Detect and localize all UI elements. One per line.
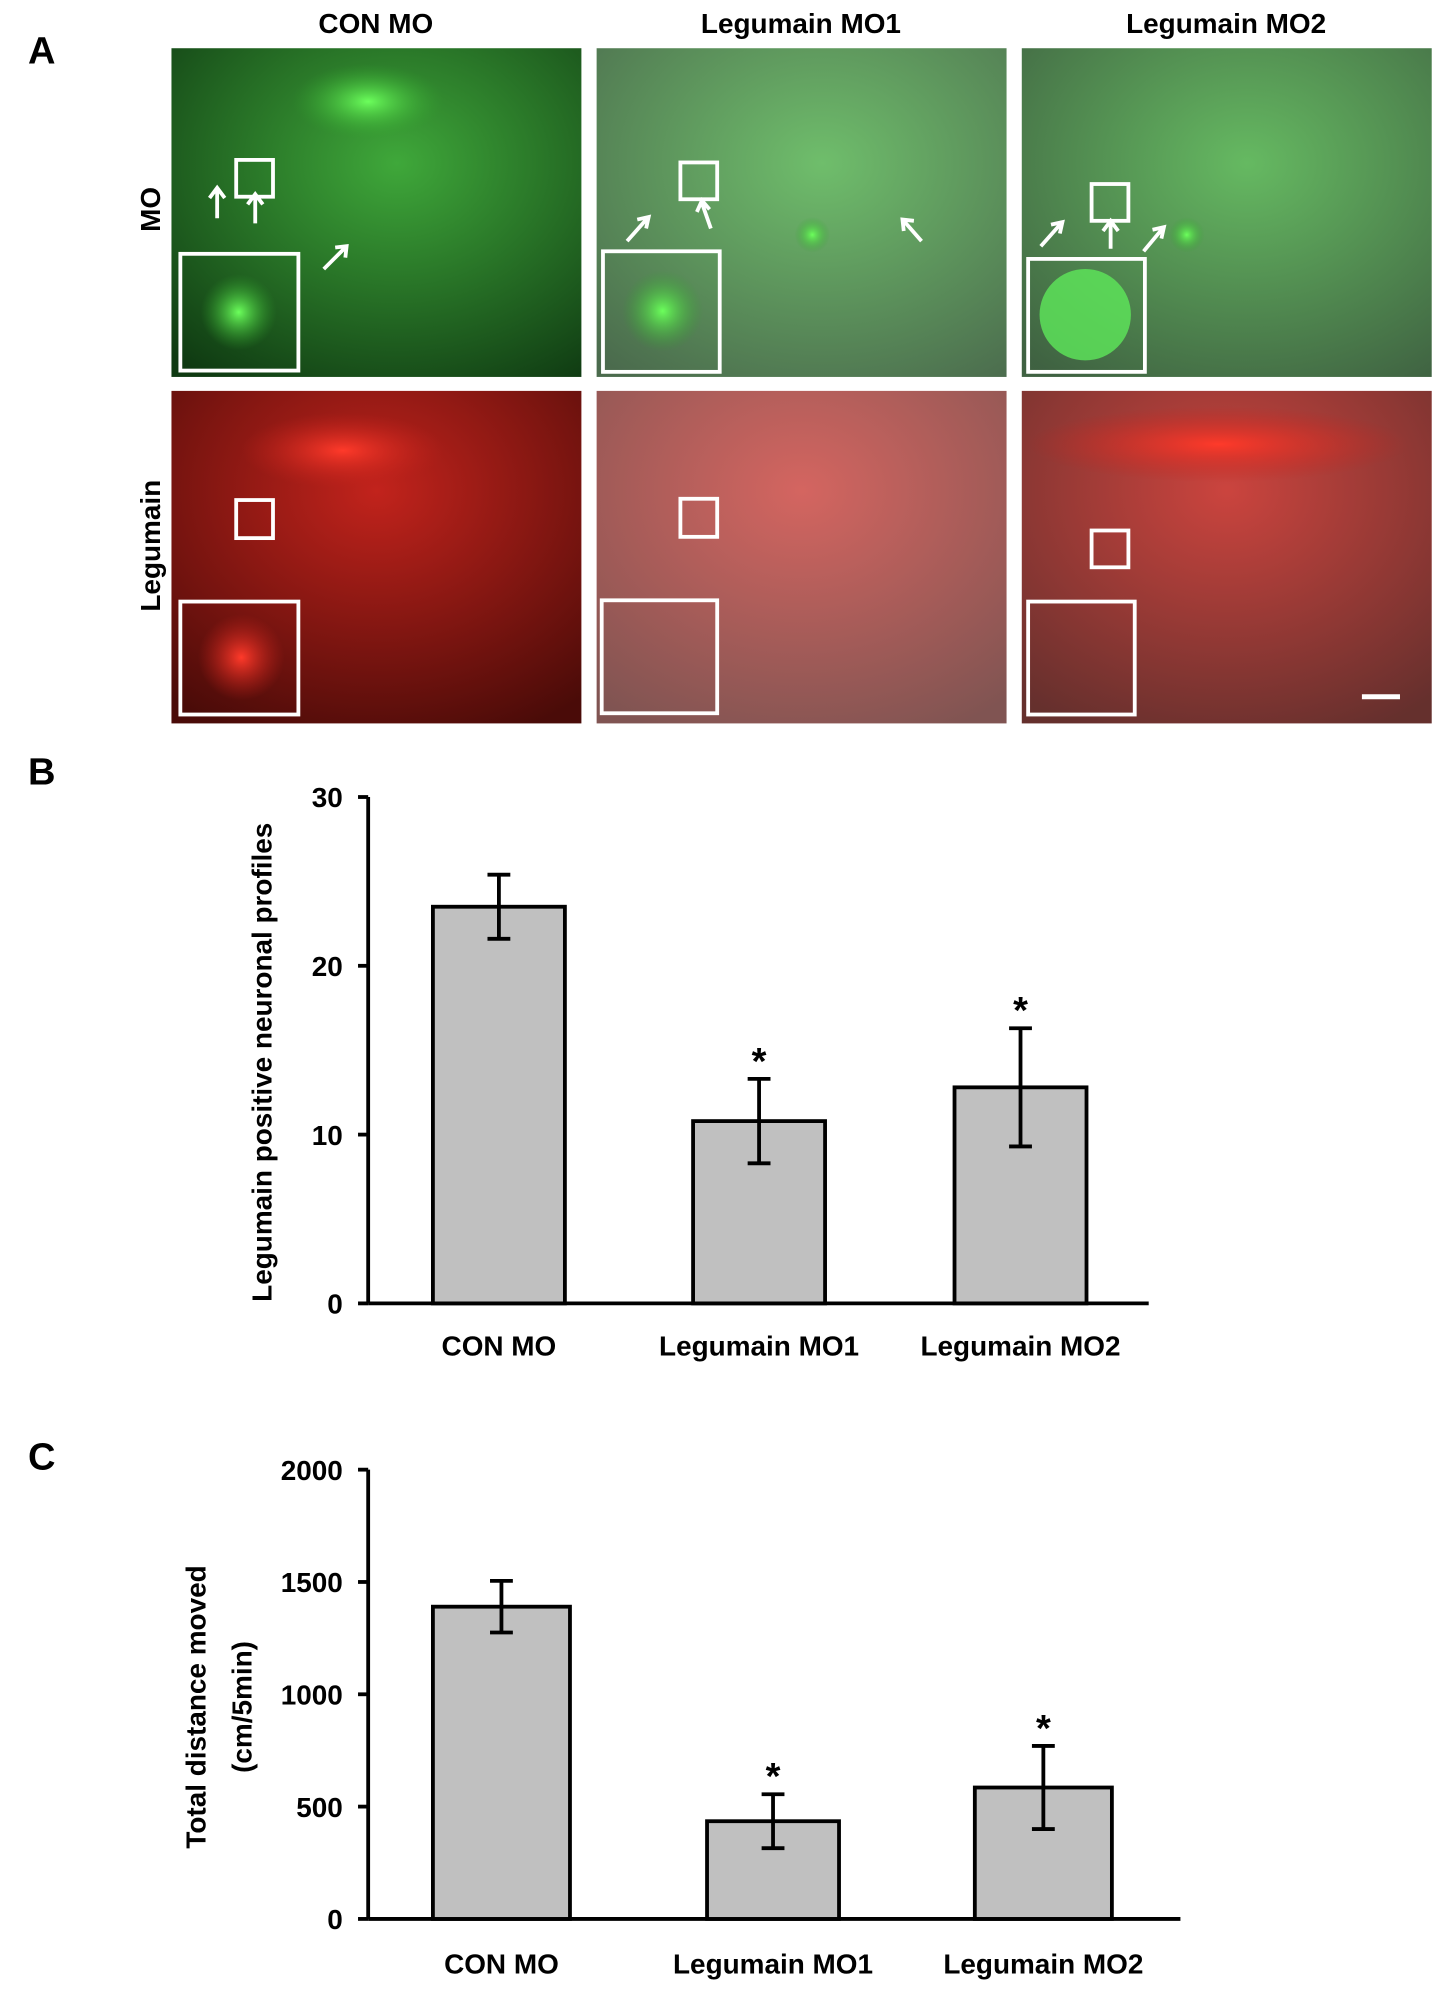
y-axis-title: Total distance moved [181, 1565, 212, 1848]
x-tick-label: CON MO [444, 1949, 559, 1980]
panel-label: A [28, 30, 56, 72]
significance-marker: * [766, 1756, 781, 1798]
x-tick-label: Legumain MO1 [659, 1330, 859, 1361]
panel-label: B [28, 751, 56, 793]
y-axis-title: (cm/5min) [226, 1641, 257, 1773]
x-tick-label: Legumain MO2 [943, 1949, 1143, 1980]
bar [431, 904, 567, 1306]
column-title: Legumain MO1 [701, 8, 901, 39]
panel-label: C [28, 1437, 56, 1479]
y-tick-label: 30 [312, 782, 343, 813]
y-tick-label: 0 [327, 1904, 343, 1935]
x-tick-label: Legumain MO2 [920, 1330, 1120, 1361]
row-label: Legumain [135, 480, 166, 612]
y-tick-label: 0 [327, 1289, 343, 1320]
significance-marker: * [752, 1041, 767, 1083]
y-axis-title: Legumain positive neuronal profiles [247, 823, 278, 1302]
significance-marker: * [1013, 990, 1028, 1032]
micrographs [171, 48, 1432, 724]
column-title: Legumain MO2 [1126, 8, 1326, 39]
x-tick-label: Legumain MO1 [673, 1949, 873, 1980]
y-tick-label: 1500 [281, 1567, 343, 1598]
x-tick-label: CON MO [442, 1330, 557, 1361]
row-label: MO [135, 187, 166, 232]
y-tick-label: 10 [312, 1120, 343, 1151]
column-title: CON MO [318, 8, 433, 39]
y-tick-label: 1000 [281, 1679, 343, 1710]
y-tick-label: 2000 [281, 1455, 343, 1486]
significance-marker: * [1036, 1708, 1051, 1750]
y-tick-label: 500 [296, 1792, 343, 1823]
bar [431, 1604, 572, 1921]
y-tick-label: 20 [312, 951, 343, 982]
